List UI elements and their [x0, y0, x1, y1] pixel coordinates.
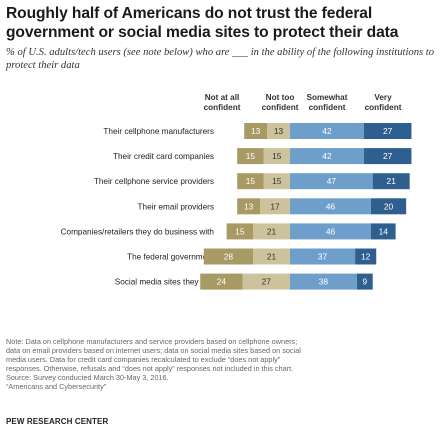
bar-value-label: 27 [383, 126, 393, 136]
bar-value-label: 15 [272, 151, 282, 161]
bar-segment [372, 173, 410, 190]
category-label: Their email providers [138, 202, 214, 211]
source-name: PEW RESEARCH CENTER [6, 417, 109, 426]
bar-value-label: 27 [262, 277, 272, 287]
bar-value-label: 24 [217, 277, 227, 287]
bar-segment [290, 148, 364, 165]
bar-value-label: 15 [272, 176, 282, 186]
bar-segment [242, 273, 290, 290]
chart-subtitle: % of U.S. adults/tech users (see note be… [6, 47, 435, 71]
bar-segment [203, 248, 254, 265]
bar-value-label: 27 [383, 151, 393, 161]
note-line: Source: Survey conducted March 30-May 3,… [6, 373, 169, 382]
note-line: media users. Data for credit card compan… [6, 355, 281, 364]
bar-segment [237, 173, 264, 190]
bar-value-label: 37 [318, 252, 328, 262]
bar-value-label: 47 [327, 176, 337, 186]
category-label: Companies/retailers they do business wit… [61, 227, 215, 236]
bar-segment [267, 123, 290, 139]
bar-value-label: 21 [267, 252, 277, 262]
bar-segment [237, 148, 264, 165]
bar-value-label: 21 [267, 226, 277, 236]
legend-label: Not at all confident [204, 93, 241, 112]
bar-segment [290, 123, 364, 139]
bar-segment [244, 123, 268, 139]
note-line: data on email providers based on interne… [6, 346, 301, 355]
bar-value-label: 17 [270, 201, 280, 211]
bar-value-label: 42 [322, 126, 332, 136]
bar-segment [363, 148, 412, 165]
bar-segment [363, 123, 412, 139]
bar-value-label: 15 [246, 176, 256, 186]
bar-value-label: 14 [379, 226, 389, 236]
legend-label: Not too confident [262, 93, 299, 112]
bar-segment [263, 173, 290, 190]
bar-value-label: 38 [319, 277, 329, 287]
note-line: responses. Otherwise, refusals and “does… [6, 364, 294, 373]
bar-segment [370, 223, 396, 240]
bar-segment [290, 223, 371, 240]
bar-segment [290, 248, 356, 265]
note-line: “Americans and Cybersecurity” [6, 382, 107, 391]
bar-value-label: 13 [274, 126, 284, 136]
bar-value-label: 20 [384, 201, 394, 211]
bar-segment [290, 198, 371, 215]
bar-value-label: 46 [326, 226, 336, 236]
bar-segment [200, 273, 243, 290]
chart-note: Note: Data on cellphone manufacturers an… [6, 337, 442, 391]
bar-value-label: 46 [326, 201, 336, 211]
category-label: Their cellphone manufacturers [103, 127, 214, 136]
bar-value-label: 9 [362, 277, 367, 287]
bar-segment [356, 273, 373, 290]
bar-segment [253, 223, 290, 240]
legend-label: Very confident [365, 93, 402, 112]
bar-value-label: 12 [361, 252, 371, 262]
bar-value-label: 28 [224, 252, 234, 262]
legend-label: Somewhat confident [307, 93, 348, 112]
bar-segment [263, 148, 290, 165]
category-label: Their credit card companies [113, 152, 214, 161]
bar-segment [370, 198, 407, 215]
category-label: Their cellphone service providers [94, 177, 214, 186]
bar-segment [253, 248, 290, 265]
bar-value-label: 42 [322, 151, 332, 161]
category-label: The federal government [127, 253, 215, 262]
bar-value-label: 21 [387, 176, 397, 186]
note-line: Note: Data on cellphone manufacturers an… [6, 337, 298, 346]
bar-value-label: 15 [246, 151, 256, 161]
category-label: Social media sites they use [115, 278, 215, 287]
bar-segment [226, 223, 254, 240]
bar-segment [290, 173, 373, 190]
chart-title: Roughly half of Americans do not trust t… [6, 5, 399, 41]
bar-segment [260, 198, 290, 215]
bar-value-label: 13 [251, 126, 261, 136]
diverging-bar-chart: Not at all confident Not too confident Somew… [61, 93, 412, 290]
bar-value-label: 13 [244, 201, 254, 211]
bar-segment [237, 198, 261, 215]
bar-value-label: 15 [235, 226, 245, 236]
bar-segment [290, 273, 357, 290]
bar-segment [355, 248, 377, 265]
